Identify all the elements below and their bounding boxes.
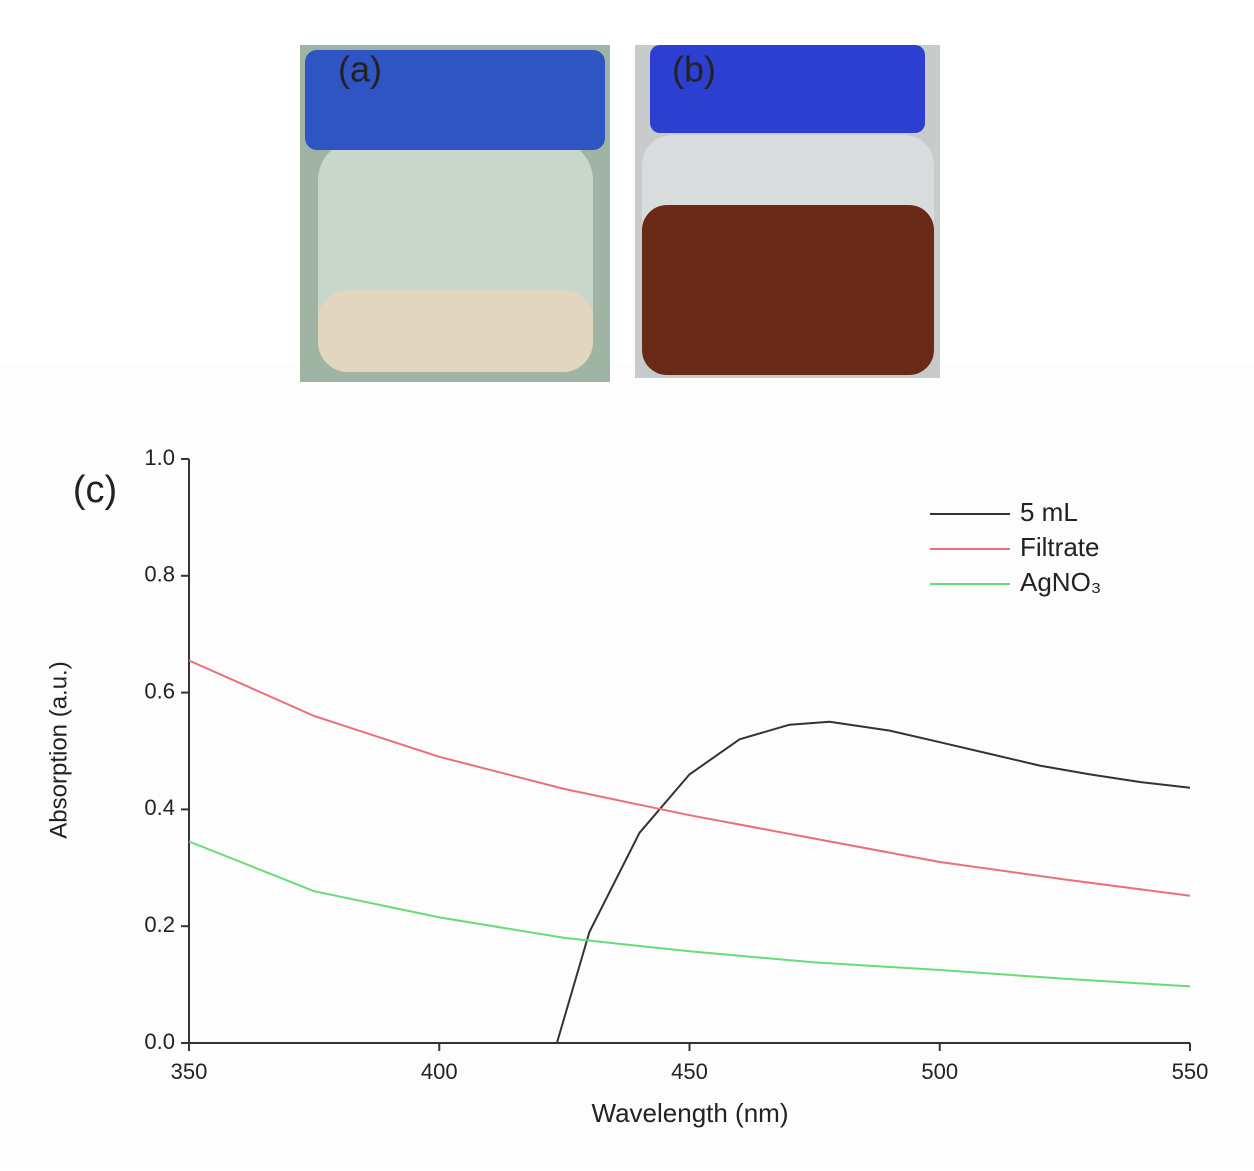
x-tick-label: 400 — [421, 1059, 458, 1084]
legend-label: 5 mL — [1020, 497, 1078, 527]
x-tick-label: 500 — [921, 1059, 958, 1084]
legend-label: AgNO₃ — [1020, 567, 1101, 597]
y-tick-label: 1.0 — [144, 445, 175, 470]
y-tick-label: 0.4 — [144, 795, 175, 820]
photo-a: (a) — [300, 45, 610, 382]
y-tick-label: 0.8 — [144, 562, 175, 587]
line — [555, 720, 1191, 1044]
x-tick-label: 350 — [171, 1059, 208, 1084]
x-tick-label: 550 — [1172, 1059, 1209, 1084]
y-tick-label: 0.6 — [144, 678, 175, 703]
legend-label: Filtrate — [1020, 532, 1099, 562]
panel-label: (a) — [338, 49, 382, 90]
x-tick-label: 450 — [671, 1059, 708, 1084]
panel-label: (c) — [73, 469, 117, 511]
y-tick-label: 0.0 — [144, 1029, 175, 1054]
line — [188, 659, 1191, 897]
line — [188, 840, 1191, 988]
photo-b: (b) — [635, 45, 940, 378]
y-axis-title: Absorption (a.u.) — [45, 661, 72, 838]
x-axis-title: Wavelength (nm) — [592, 1098, 789, 1128]
y-tick-label: 0.2 — [144, 912, 175, 937]
panel-label: (b) — [672, 49, 716, 90]
